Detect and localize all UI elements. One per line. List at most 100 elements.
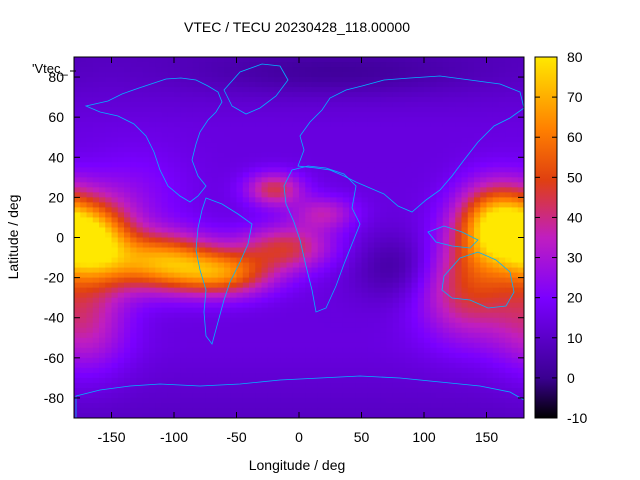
heatmap-cell: [374, 282, 381, 289]
heatmap-cell: [467, 57, 475, 63]
heatmap-cell: [480, 62, 488, 68]
heatmap-cell: [142, 342, 150, 349]
heatmap-cell: [417, 202, 425, 209]
heatmap-cell: [336, 132, 344, 138]
heatmap-cell: [442, 242, 450, 249]
heatmap-cell: [136, 202, 144, 209]
heatmap-cell: [230, 217, 238, 224]
heatmap-cell: [155, 312, 163, 319]
heatmap-cell: [349, 247, 356, 254]
heatmap-cell: [80, 312, 88, 319]
heatmap-cell: [74, 227, 81, 234]
heatmap-cell: [211, 337, 219, 344]
heatmap-cell: [474, 147, 481, 153]
heatmap-cell: [380, 352, 388, 359]
heatmap-cell: [155, 392, 163, 399]
heatmap-cell: [161, 347, 169, 354]
heatmap-cell: [180, 307, 188, 314]
heatmap-cell: [424, 297, 431, 304]
heatmap-cell: [455, 387, 463, 394]
heatmap-cell: [99, 302, 106, 309]
heatmap-cell: [349, 382, 356, 389]
heatmap-cell: [292, 252, 300, 259]
heatmap-cell: [186, 267, 194, 274]
heatmap-cell: [436, 227, 444, 234]
heatmap-cell: [474, 252, 481, 259]
heatmap-cell: [205, 282, 213, 289]
heatmap-cell: [192, 97, 200, 103]
heatmap-cell: [367, 392, 375, 399]
heatmap-cell: [486, 342, 494, 349]
heatmap-cell: [392, 392, 400, 399]
heatmap-cell: [405, 392, 413, 399]
heatmap-cell: [224, 187, 231, 193]
heatmap-cell: [130, 197, 138, 203]
heatmap-cell: [411, 257, 419, 264]
heatmap-cell: [274, 232, 281, 239]
heatmap-cell: [267, 157, 275, 163]
heatmap-cell: [267, 242, 275, 249]
heatmap-cell: [517, 377, 524, 384]
heatmap-cell: [424, 62, 431, 68]
heatmap-cell: [130, 252, 138, 259]
heatmap-cell: [511, 262, 519, 269]
heatmap-cell: [161, 187, 169, 193]
heatmap-cell: [492, 192, 500, 198]
heatmap-cell: [505, 127, 513, 133]
heatmap-cell: [455, 322, 463, 329]
heatmap-cell: [111, 92, 119, 98]
heatmap-cell: [355, 67, 363, 73]
heatmap-cell: [386, 252, 394, 259]
heatmap-cell: [80, 262, 88, 269]
heatmap-cell: [74, 337, 81, 344]
heatmap-cell: [455, 272, 463, 279]
heatmap-cell: [161, 267, 169, 274]
heatmap-cell: [292, 142, 300, 148]
heatmap-cell: [280, 352, 288, 359]
heatmap-cell: [180, 192, 188, 198]
heatmap-cell: [130, 57, 138, 63]
heatmap-cell: [230, 392, 238, 399]
heatmap-cell: [142, 212, 150, 219]
heatmap-cell: [461, 312, 469, 319]
heatmap-cell: [480, 272, 488, 279]
heatmap-cell: [111, 117, 119, 123]
heatmap-cell: [186, 312, 194, 319]
heatmap-cell: [461, 142, 469, 148]
heatmap-cell: [149, 192, 156, 198]
heatmap-cell: [155, 277, 163, 284]
heatmap-cell: [130, 137, 138, 143]
heatmap-cell: [424, 172, 431, 178]
heatmap-cell: [217, 287, 225, 294]
heatmap-cell: [355, 222, 363, 229]
heatmap-cell: [180, 72, 188, 78]
heatmap-cell: [217, 182, 225, 188]
heatmap-cell: [517, 67, 524, 73]
heatmap-cell: [167, 262, 175, 269]
heatmap-cell: [424, 332, 431, 339]
heatmap-cell: [217, 372, 225, 379]
heatmap-cell: [374, 82, 381, 88]
heatmap-cell: [161, 62, 169, 68]
heatmap-cell: [249, 202, 256, 209]
heatmap-cell: [449, 382, 456, 389]
heatmap-cell: [499, 162, 506, 168]
heatmap-cell: [174, 122, 181, 128]
heatmap-cell: [311, 267, 319, 274]
heatmap-cell: [186, 217, 194, 224]
heatmap-cell: [99, 202, 106, 209]
heatmap-cell: [74, 62, 81, 68]
heatmap-cell: [186, 67, 194, 73]
heatmap-cell: [242, 157, 250, 163]
heatmap-cell: [336, 297, 344, 304]
heatmap-cell: [492, 127, 500, 133]
heatmap-cell: [317, 172, 325, 178]
heatmap-cell: [411, 137, 419, 143]
heatmap-cell: [236, 197, 244, 203]
heatmap-cell: [242, 147, 250, 153]
heatmap-cell: [374, 142, 381, 148]
heatmap-cell: [349, 162, 356, 168]
heatmap-cell: [124, 177, 131, 183]
heatmap-cell: [361, 67, 369, 73]
heatmap-cell: [505, 182, 513, 188]
